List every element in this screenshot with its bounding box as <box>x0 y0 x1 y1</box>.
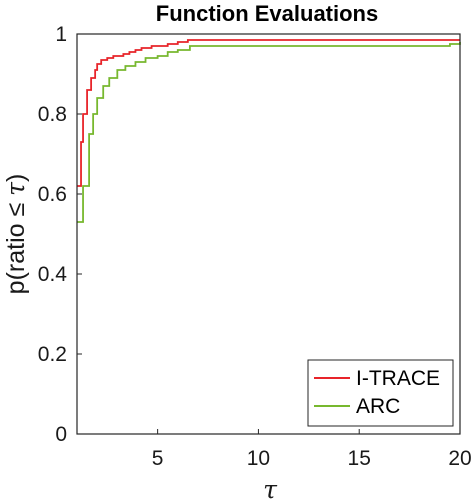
chart-title: Function Evaluations <box>156 1 378 26</box>
x-tick-label: 5 <box>152 447 164 470</box>
series-line-arc <box>77 42 461 223</box>
legend-label-i-trace: I-TRACE <box>356 367 440 390</box>
y-tick-label: 0.8 <box>38 103 67 126</box>
y-tick-label: 0.6 <box>38 183 67 206</box>
legend-box <box>307 359 454 427</box>
x-tick-label: 10 <box>247 447 270 470</box>
y-axis-label: p(ratio ≤ τ) <box>1 174 30 295</box>
y-tick-label: 0 <box>55 423 67 446</box>
y-tick-label: 0.4 <box>38 263 68 286</box>
y-tick-label: 0.2 <box>38 343 67 366</box>
series-layer <box>77 39 461 223</box>
x-tick-label: 20 <box>448 447 471 470</box>
legend-label-arc: ARC <box>356 395 400 418</box>
y-axis-label-prefix: p(ratio ≤ <box>2 196 30 294</box>
x-axis-label: τ <box>263 475 278 502</box>
legend: I-TRACE ARC <box>307 359 454 427</box>
series-line-i-trace <box>77 39 460 187</box>
y-axis-label-suffix: ) <box>2 174 30 182</box>
y-axis-label-tau: τ <box>1 181 30 196</box>
ticks-layer: 5 10 15 20 0 0.2 0.4 0.6 0.8 1 <box>38 23 472 470</box>
y-tick-label: 1 <box>55 23 67 46</box>
x-tick-label: 15 <box>348 447 371 470</box>
plot-frame <box>76 33 461 435</box>
